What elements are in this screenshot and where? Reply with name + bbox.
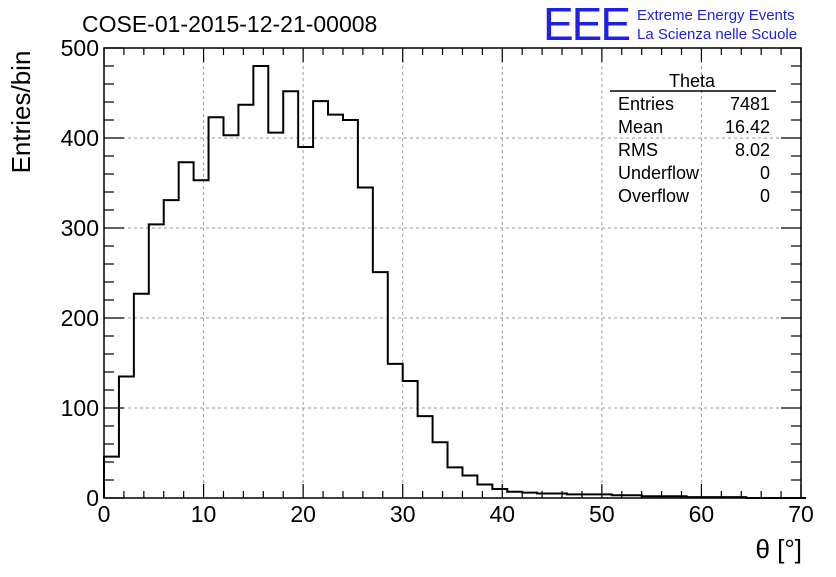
histogram-bin xyxy=(119,377,134,499)
histogram-bin xyxy=(164,200,179,498)
histogram-bin xyxy=(223,135,238,498)
histogram-bin xyxy=(134,294,149,498)
y-tick-labels: 0 100 200 300 400 500 xyxy=(61,35,99,511)
x-tick-label: 50 xyxy=(589,501,615,527)
histogram-bin xyxy=(209,117,224,498)
histogram-bin xyxy=(149,224,164,498)
histogram-bin xyxy=(313,101,328,498)
logo-line-1: Extreme Energy Events xyxy=(637,7,795,24)
histogram-bin xyxy=(492,489,507,498)
histogram-bin xyxy=(448,467,463,498)
grid-layer xyxy=(104,48,801,498)
histogram-bin xyxy=(343,120,358,498)
histogram-bin xyxy=(104,457,119,498)
x-tick-label: 30 xyxy=(390,501,416,527)
x-tick-label: 10 xyxy=(191,501,217,527)
x-tick-label: 40 xyxy=(489,501,515,527)
histogram-bin xyxy=(358,188,373,499)
histogram-bin xyxy=(433,442,448,498)
histogram-bin xyxy=(253,66,268,498)
histogram-bin xyxy=(179,162,194,498)
plot-frame xyxy=(103,47,802,499)
y-tick-label: 400 xyxy=(61,125,99,151)
stats-box: Theta Entries 7481 Mean 16.42 RMS 8.02 Underfl… xyxy=(610,71,776,206)
histogram-bin xyxy=(268,133,283,498)
stats-value: 0 xyxy=(760,186,770,206)
y-tick-label: 500 xyxy=(61,35,99,61)
x-tick-label: 60 xyxy=(689,501,715,527)
histogram-bin xyxy=(403,381,418,498)
histogram-bin xyxy=(298,147,313,498)
histogram-bin xyxy=(462,476,477,499)
histogram-bin xyxy=(418,416,433,498)
histogram-bin xyxy=(477,485,492,499)
stats-value: 0 xyxy=(760,163,770,183)
stats-label: Entries xyxy=(618,94,674,114)
x-tick-label: 70 xyxy=(788,501,814,527)
y-tick-label: 100 xyxy=(61,395,99,421)
stats-label: Mean xyxy=(618,117,663,137)
histogram-bin xyxy=(373,272,388,498)
x-axis-label: θ [°] xyxy=(755,534,802,564)
stats-value: 7481 xyxy=(730,94,770,114)
y-tick-label: 0 xyxy=(86,485,99,511)
histogram-bin xyxy=(238,105,253,498)
stats-label: Underflow xyxy=(618,163,700,183)
stats-value: 16.42 xyxy=(725,117,770,137)
histogram-outline xyxy=(103,65,806,499)
run-title: COSE-01-2015-12-21-00008 xyxy=(82,11,377,37)
x-tick-label: 20 xyxy=(290,501,316,527)
histogram-bin xyxy=(388,364,403,498)
stats-value: 8.02 xyxy=(735,140,770,160)
logo-line-2: La Scienza nelle Scuole xyxy=(637,26,797,43)
histogram-bin xyxy=(283,91,298,498)
stats-rows: Entries 7481 Mean 16.42 RMS 8.02 Underflow 0 Ove… xyxy=(618,94,770,206)
histogram-bin xyxy=(328,115,343,498)
y-axis-label: Entries/bin xyxy=(6,51,36,174)
x-tick-labels: 0 10 20 30 40 50 60 70 xyxy=(98,501,814,527)
stats-label: RMS xyxy=(618,140,658,160)
x-tick-label: 0 xyxy=(98,501,111,527)
y-tick-label: 200 xyxy=(61,305,99,331)
stats-title: Theta xyxy=(669,71,716,91)
stats-label: Overflow xyxy=(618,186,690,206)
eee-logo: EEE xyxy=(543,0,629,50)
y-tick-label: 300 xyxy=(61,215,99,241)
histogram-bin xyxy=(194,180,209,498)
